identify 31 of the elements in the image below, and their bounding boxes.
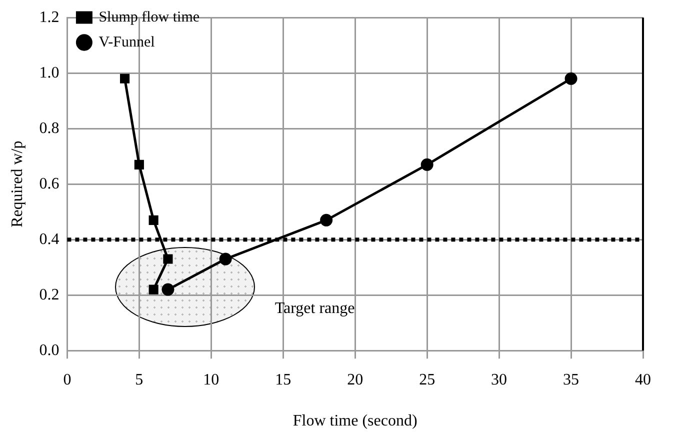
- point: [148, 284, 158, 294]
- y-axis-title: Required w/p: [8, 140, 26, 228]
- x-tick-label: 10: [203, 371, 220, 388]
- y-tick-label: 0.8: [39, 120, 60, 137]
- x-tick-label: 35: [563, 371, 580, 388]
- x-tick-label: 0: [63, 371, 72, 388]
- y-tick-label: 0.2: [39, 286, 60, 304]
- y-tick-label: 1.0: [39, 64, 60, 82]
- point: [219, 252, 232, 266]
- point: [134, 160, 144, 170]
- x-tick-label: 40: [635, 371, 651, 388]
- point: [163, 254, 173, 264]
- y-tick-label: 0.0: [39, 342, 60, 359]
- y-tick-label: 0.6: [39, 175, 60, 192]
- point: [148, 215, 158, 225]
- point: [320, 214, 333, 226]
- x-tick-label: 20: [347, 371, 364, 388]
- point: [564, 72, 578, 85]
- annotation: Target range: [274, 300, 355, 318]
- legend-label: V-Funnel: [98, 34, 155, 50]
- x-tick-label: 25: [419, 371, 436, 388]
- point: [162, 283, 174, 296]
- y-tick-label: 0.4: [39, 230, 60, 248]
- legend-label: Slump flow time: [98, 9, 200, 26]
- x-axis-title: Flow time (second): [292, 412, 418, 430]
- x-tick-label: 30: [491, 371, 508, 388]
- point: [420, 158, 434, 171]
- point: [120, 74, 130, 84]
- x-tick-label: 5: [135, 371, 144, 388]
- y-tick-label: 1.2: [39, 8, 60, 26]
- x-tick-label: 15: [275, 371, 292, 388]
